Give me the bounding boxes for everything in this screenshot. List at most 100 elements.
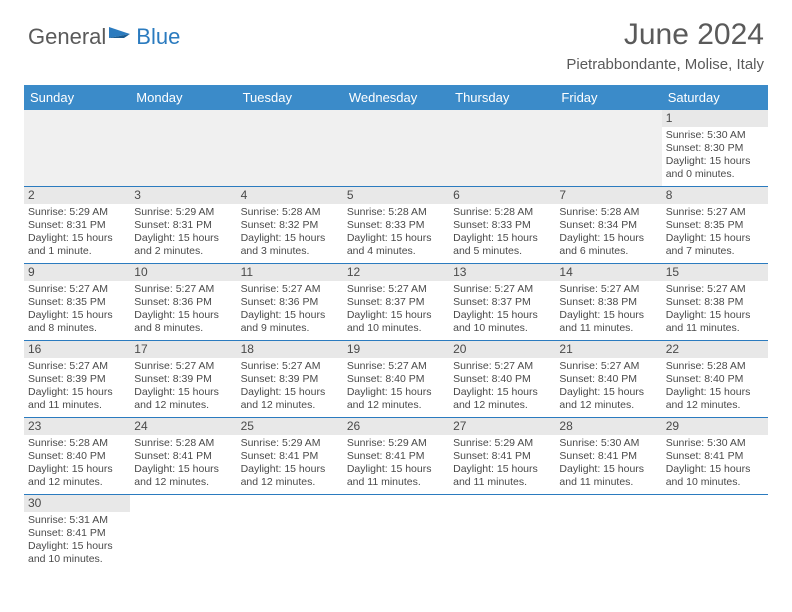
daylight-text: Daylight: 15 hours and 12 minutes. (28, 463, 126, 489)
day-cell: 7Sunrise: 5:28 AMSunset: 8:34 PMDaylight… (555, 187, 661, 263)
day-info: Sunrise: 5:28 AMSunset: 8:33 PMDaylight:… (453, 206, 551, 259)
daylight-text: Daylight: 15 hours and 2 minutes. (134, 232, 232, 258)
sunset-text: Sunset: 8:38 PM (559, 296, 657, 309)
day-number: 5 (343, 187, 449, 204)
sunset-text: Sunset: 8:36 PM (134, 296, 232, 309)
weekday-header: Saturday (662, 85, 768, 110)
sunrise-text: Sunrise: 5:27 AM (134, 283, 232, 296)
header: General Blue June 2024 Pietrabbondante, … (0, 0, 792, 77)
day-info: Sunrise: 5:30 AMSunset: 8:41 PMDaylight:… (666, 437, 764, 490)
sunset-text: Sunset: 8:40 PM (559, 373, 657, 386)
sunset-text: Sunset: 8:39 PM (28, 373, 126, 386)
day-cell: 29Sunrise: 5:30 AMSunset: 8:41 PMDayligh… (662, 418, 768, 494)
sunset-text: Sunset: 8:35 PM (28, 296, 126, 309)
sunrise-text: Sunrise: 5:29 AM (347, 437, 445, 450)
day-number: 8 (662, 187, 768, 204)
daylight-text: Daylight: 15 hours and 11 minutes. (28, 386, 126, 412)
sunrise-text: Sunrise: 5:27 AM (347, 283, 445, 296)
day-number: 9 (24, 264, 130, 281)
sunrise-text: Sunrise: 5:27 AM (453, 360, 551, 373)
day-info: Sunrise: 5:30 AMSunset: 8:30 PMDaylight:… (666, 129, 764, 182)
sunset-text: Sunset: 8:41 PM (559, 450, 657, 463)
day-cell: 19 Sunrise: 5:27 AMSunset: 8:40 PMDayligh… (343, 341, 449, 417)
day-info: Sunrise: 5:27 AMSunset: 8:39 PMDaylight:… (241, 360, 339, 413)
day-cell (449, 495, 555, 571)
daylight-text: Daylight: 15 hours and 5 minutes. (453, 232, 551, 258)
day-info: Sunrise: 5:27 AMSunset: 8:38 PMDaylight:… (559, 283, 657, 336)
daylight-text: Daylight: 15 hours and 0 minutes. (666, 155, 764, 181)
day-cell: 26Sunrise: 5:29 AMSunset: 8:41 PMDayligh… (343, 418, 449, 494)
sunset-text: Sunset: 8:40 PM (666, 373, 764, 386)
day-number: 18 (237, 341, 343, 358)
day-cell: 22Sunrise: 5:28 AMSunset: 8:40 PMDayligh… (662, 341, 768, 417)
sunrise-text: Sunrise: 5:28 AM (347, 206, 445, 219)
day-number: 4 (237, 187, 343, 204)
day-number: 3 (130, 187, 236, 204)
day-number: 23 (24, 418, 130, 435)
sunset-text: Sunset: 8:41 PM (134, 450, 232, 463)
day-cell: 6 Sunrise: 5:28 AMSunset: 8:33 PMDaylight… (449, 187, 555, 263)
sunrise-text: Sunrise: 5:27 AM (559, 360, 657, 373)
daylight-text: Daylight: 15 hours and 12 minutes. (453, 386, 551, 412)
day-cell: 9Sunrise: 5:27 AMSunset: 8:35 PMDaylight… (24, 264, 130, 340)
day-number: 21 (555, 341, 661, 358)
daylight-text: Daylight: 15 hours and 7 minutes. (666, 232, 764, 258)
day-cell (237, 495, 343, 571)
week-row: 30Sunrise: 5:31 AMSunset: 8:41 PMDayligh… (24, 495, 768, 571)
day-info: Sunrise: 5:27 AMSunset: 8:39 PMDaylight:… (134, 360, 232, 413)
day-number: 17 (130, 341, 236, 358)
day-info: Sunrise: 5:28 AMSunset: 8:34 PMDaylight:… (559, 206, 657, 259)
day-info: Sunrise: 5:29 AMSunset: 8:41 PMDaylight:… (347, 437, 445, 490)
sunrise-text: Sunrise: 5:27 AM (241, 283, 339, 296)
daylight-text: Daylight: 15 hours and 10 minutes. (453, 309, 551, 335)
day-number: 30 (24, 495, 130, 512)
day-cell: 2Sunrise: 5:29 AMSunset: 8:31 PMDaylight… (24, 187, 130, 263)
daylight-text: Daylight: 15 hours and 8 minutes. (134, 309, 232, 335)
week-row: 23Sunrise: 5:28 AMSunset: 8:40 PMDayligh… (24, 418, 768, 495)
sunset-text: Sunset: 8:38 PM (666, 296, 764, 309)
day-info: Sunrise: 5:27 AMSunset: 8:40 PMDaylight:… (453, 360, 551, 413)
daylight-text: Daylight: 15 hours and 6 minutes. (559, 232, 657, 258)
day-number: 14 (555, 264, 661, 281)
day-info: Sunrise: 5:27 AMSunset: 8:40 PMDaylight:… (347, 360, 445, 413)
sunrise-text: Sunrise: 5:29 AM (28, 206, 126, 219)
sunrise-text: Sunrise: 5:30 AM (666, 437, 764, 450)
day-info: Sunrise: 5:27 AMSunset: 8:39 PMDaylight:… (28, 360, 126, 413)
day-cell: 3Sunrise: 5:29 AMSunset: 8:31 PMDaylight… (130, 187, 236, 263)
sunset-text: Sunset: 8:32 PM (241, 219, 339, 232)
sunset-text: Sunset: 8:39 PM (134, 373, 232, 386)
day-number: 6 (449, 187, 555, 204)
day-number: 2 (24, 187, 130, 204)
daylight-text: Daylight: 15 hours and 9 minutes. (241, 309, 339, 335)
day-cell: 15Sunrise: 5:27 AMSunset: 8:38 PMDayligh… (662, 264, 768, 340)
sunset-text: Sunset: 8:30 PM (666, 142, 764, 155)
daylight-text: Daylight: 15 hours and 11 minutes. (559, 463, 657, 489)
day-number: 11 (237, 264, 343, 281)
sunrise-text: Sunrise: 5:29 AM (453, 437, 551, 450)
day-cell: 24Sunrise: 5:28 AMSunset: 8:41 PMDayligh… (130, 418, 236, 494)
page-title: June 2024 (566, 18, 764, 52)
day-cell: 30Sunrise: 5:31 AMSunset: 8:41 PMDayligh… (24, 495, 130, 571)
sunrise-text: Sunrise: 5:27 AM (559, 283, 657, 296)
sunrise-text: Sunrise: 5:31 AM (28, 514, 126, 527)
day-info: Sunrise: 5:30 AMSunset: 8:41 PMDaylight:… (559, 437, 657, 490)
day-cell (130, 495, 236, 571)
sunset-text: Sunset: 8:39 PM (241, 373, 339, 386)
sunrise-text: Sunrise: 5:28 AM (241, 206, 339, 219)
daylight-text: Daylight: 15 hours and 4 minutes. (347, 232, 445, 258)
day-info: Sunrise: 5:27 AMSunset: 8:36 PMDaylight:… (134, 283, 232, 336)
day-number: 19 (343, 341, 449, 358)
day-info: Sunrise: 5:27 AMSunset: 8:38 PMDaylight:… (666, 283, 764, 336)
sunset-text: Sunset: 8:31 PM (134, 219, 232, 232)
day-cell: 20 Sunrise: 5:27 AMSunset: 8:40 PMDayligh… (449, 341, 555, 417)
sunrise-text: Sunrise: 5:27 AM (347, 360, 445, 373)
day-number: 20 (449, 341, 555, 358)
day-cell: 16Sunrise: 5:27 AMSunset: 8:39 PMDayligh… (24, 341, 130, 417)
day-cell: 11 Sunrise: 5:27 AMSunset: 8:36 PMDayligh… (237, 264, 343, 340)
sunrise-text: Sunrise: 5:28 AM (559, 206, 657, 219)
day-number: 1 (662, 110, 768, 127)
day-info: Sunrise: 5:27 AMSunset: 8:36 PMDaylight:… (241, 283, 339, 336)
weeks-container: 1Sunrise: 5:30 AMSunset: 8:30 PMDaylight… (24, 110, 768, 571)
sunset-text: Sunset: 8:37 PM (347, 296, 445, 309)
day-cell (24, 110, 130, 186)
